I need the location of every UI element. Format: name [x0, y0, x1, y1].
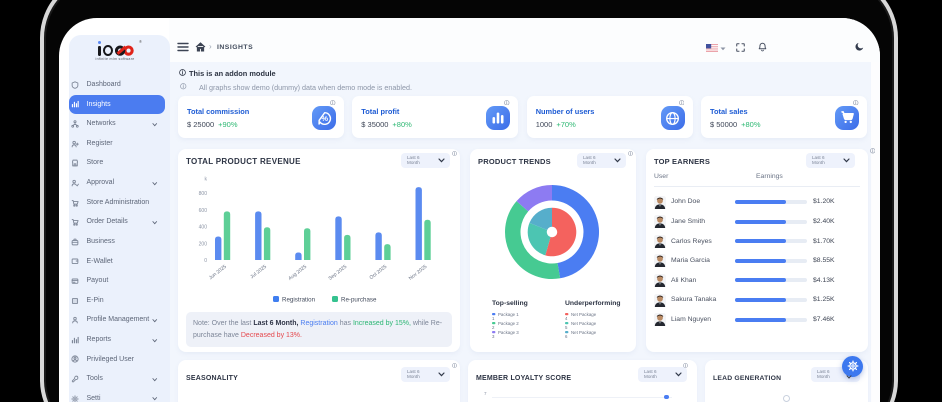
- svg-text:Top-selling: Top-selling: [492, 300, 528, 307]
- svg-text:Sep 2025: Sep 2025: [328, 264, 349, 282]
- svg-text:1: 1: [492, 316, 495, 321]
- svg-text:200: 200: [199, 241, 208, 247]
- svg-text:600: 600: [199, 208, 208, 214]
- svg-text:3: 3: [492, 334, 495, 339]
- svg-text:Package 2: Package 2: [498, 321, 519, 326]
- svg-text:Oct 2025: Oct 2025: [369, 264, 389, 281]
- svg-text:2: 2: [492, 325, 495, 330]
- svg-text:Jul 2025: Jul 2025: [249, 264, 268, 281]
- svg-text:Registration: Registration: [282, 297, 316, 304]
- svg-text:6: 6: [565, 334, 568, 339]
- svg-text:400: 400: [199, 225, 208, 231]
- svg-text:Jun 2025: Jun 2025: [208, 264, 228, 282]
- svg-text:Net Package: Net Package: [571, 330, 597, 335]
- svg-text:800: 800: [199, 191, 208, 197]
- svg-text:Net Package: Net Package: [571, 321, 597, 326]
- svg-text:5: 5: [565, 325, 568, 330]
- svg-text:Nov 2025: Nov 2025: [408, 264, 429, 282]
- svg-text:k: k: [205, 177, 208, 183]
- svg-text:Package 3: Package 3: [498, 330, 519, 335]
- svg-text:Aug 2025: Aug 2025: [287, 264, 308, 282]
- svg-text:Re-purchase: Re-purchase: [341, 297, 377, 304]
- svg-text:Underperforming: Underperforming: [565, 300, 621, 307]
- svg-text:0: 0: [204, 258, 207, 264]
- svg-text:Net Package: Net Package: [571, 312, 597, 317]
- svg-text:%: %: [321, 114, 328, 123]
- svg-text:Package 1: Package 1: [498, 312, 519, 317]
- svg-text:4: 4: [565, 316, 568, 321]
